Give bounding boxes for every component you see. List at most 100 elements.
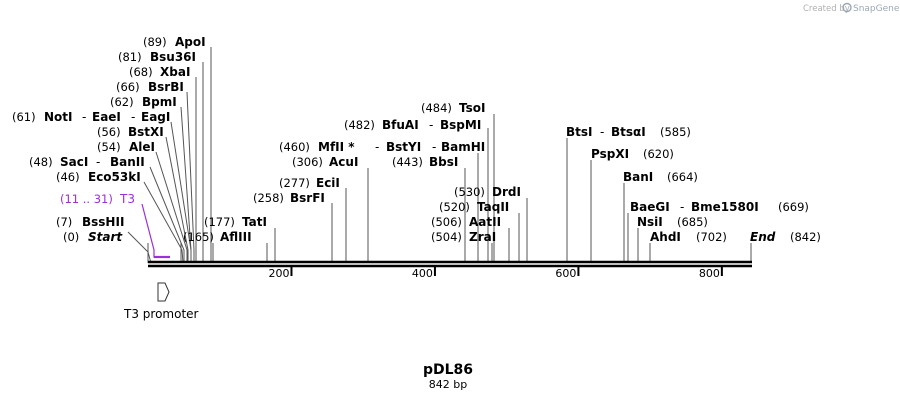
end-position: (842) (790, 230, 821, 244)
site-btsai: BtsαI (611, 125, 646, 139)
site-pspxi: PspXI (591, 147, 629, 161)
site-banii: BanII (110, 155, 145, 169)
site-position: (685) (677, 215, 708, 229)
connector-bsrbi (186, 91, 195, 263)
site-acui: AcuI (329, 155, 358, 169)
site-position: (61) (12, 110, 36, 124)
site-separator: - (82, 110, 86, 124)
site-bstyi: BstYI (386, 140, 421, 154)
site-separator: - (429, 118, 433, 132)
site-position: (7) (56, 215, 72, 229)
primer-connector (141, 203, 170, 258)
site-position: (277) (279, 176, 310, 190)
site-bpmi: BpmI (142, 95, 177, 109)
snapgene-logo-icon (842, 2, 852, 13)
site-taqii: TaqII (477, 200, 509, 214)
sequence-line (148, 260, 752, 268)
site-bfuai: BfuAI (382, 118, 419, 132)
site-position: (620) (643, 147, 674, 161)
scale-tick-label-200: 200 (268, 267, 289, 280)
scale-tick-label-600: 600 (555, 267, 576, 280)
map-title: pDL86 (423, 362, 473, 378)
site-separator: - (680, 200, 684, 214)
site-position: (460) (279, 140, 310, 154)
site-zrai: ZraI (469, 230, 496, 244)
site-position: (530) (454, 185, 485, 199)
snapgene-credit: Created by SnapGene (803, 2, 900, 14)
start-position: (0) (63, 230, 79, 244)
site-position: (506) (431, 215, 462, 229)
site-bamhi: BamHI (441, 140, 485, 154)
site-separator: - (600, 125, 604, 139)
site-separator: - (131, 110, 135, 124)
site-drdi: DrdI (492, 185, 521, 199)
start-marker: Start (88, 230, 123, 244)
site-eco53ki: Eco53kI (88, 170, 141, 184)
site-position: (66) (116, 80, 140, 94)
site-position: (669) (778, 200, 809, 214)
site-position: (520) (439, 200, 470, 214)
feature-label: T3 promoter (123, 307, 199, 321)
site-ecii: EciI (316, 176, 340, 190)
site-bani: BanI (623, 170, 653, 184)
site-bsrfi: BsrFI (290, 191, 325, 205)
site-position: (177) (204, 215, 235, 229)
site-apoi: ApoI (175, 35, 206, 49)
connector-bpmi (180, 106, 192, 263)
site-position: (68) (129, 65, 153, 79)
site-position: (48) (29, 155, 53, 169)
site-xbai: XbaI (160, 65, 190, 79)
site-position: (484) (421, 101, 452, 115)
site-bsrbi: BsrBI (148, 80, 184, 94)
primer-range: (11 .. 31) (60, 192, 113, 206)
connector-eco53ki (143, 181, 184, 264)
connector-saci (149, 166, 185, 263)
site-position: (56) (97, 125, 121, 139)
site-btsi: BtsI (566, 125, 593, 139)
site-separator: - (96, 155, 100, 169)
scale-ticks: 200 400 600 800 (268, 266, 723, 280)
site-position: (306) (292, 155, 323, 169)
end-marker: End (750, 230, 776, 244)
site-bspmi: BspMI (440, 118, 481, 132)
site-nsii: NsiI (637, 215, 663, 229)
site-position: (504) (431, 230, 462, 244)
site-bsu36i: Bsu36I (150, 50, 196, 64)
site-position: (585) (660, 125, 691, 139)
site-noti: NotI (44, 110, 73, 124)
site-position: (89) (143, 35, 167, 49)
site-eagi: EagI (141, 110, 170, 124)
site-tsoi: TsoI (459, 101, 485, 115)
site-position: (258) (253, 191, 284, 205)
site-alei: AleI (129, 140, 155, 154)
site-separator: - (432, 140, 436, 154)
site-connectors (127, 47, 752, 264)
site-separator: - (375, 140, 379, 154)
site-position: (62) (110, 95, 134, 109)
site-position: (46) (56, 170, 80, 184)
site-aatii: AatII (469, 215, 501, 229)
site-position: (54) (97, 140, 121, 154)
site-bsshii: BssHII (82, 215, 124, 229)
credit-prefix: Created by (803, 4, 850, 14)
site-eaei: EaeI (92, 110, 121, 124)
scale-tick-label-800: 800 (699, 267, 720, 280)
map-length: 842 bp (429, 378, 467, 391)
site-position: (81) (118, 50, 142, 64)
site-ahdi: AhdI (650, 230, 681, 244)
connector-bstxi (165, 136, 189, 263)
site-afliii: AflIII (220, 230, 252, 244)
site-bbsi: BbsI (429, 155, 458, 169)
site-baegi: BaeGI (630, 200, 670, 214)
site-position: (165) (183, 230, 214, 244)
site-bstxi: BstXI (128, 125, 164, 139)
credit-brand: SnapGene (853, 4, 900, 14)
site-position: (664) (667, 170, 698, 184)
site-bme1580i: Bme1580I (691, 200, 759, 214)
site-position: (702) (696, 230, 727, 244)
site-tati: TatI (242, 215, 267, 229)
scale-tick-label-400: 400 (412, 267, 433, 280)
site-position: (443) (392, 155, 423, 169)
primer-name: T3 (119, 192, 135, 206)
